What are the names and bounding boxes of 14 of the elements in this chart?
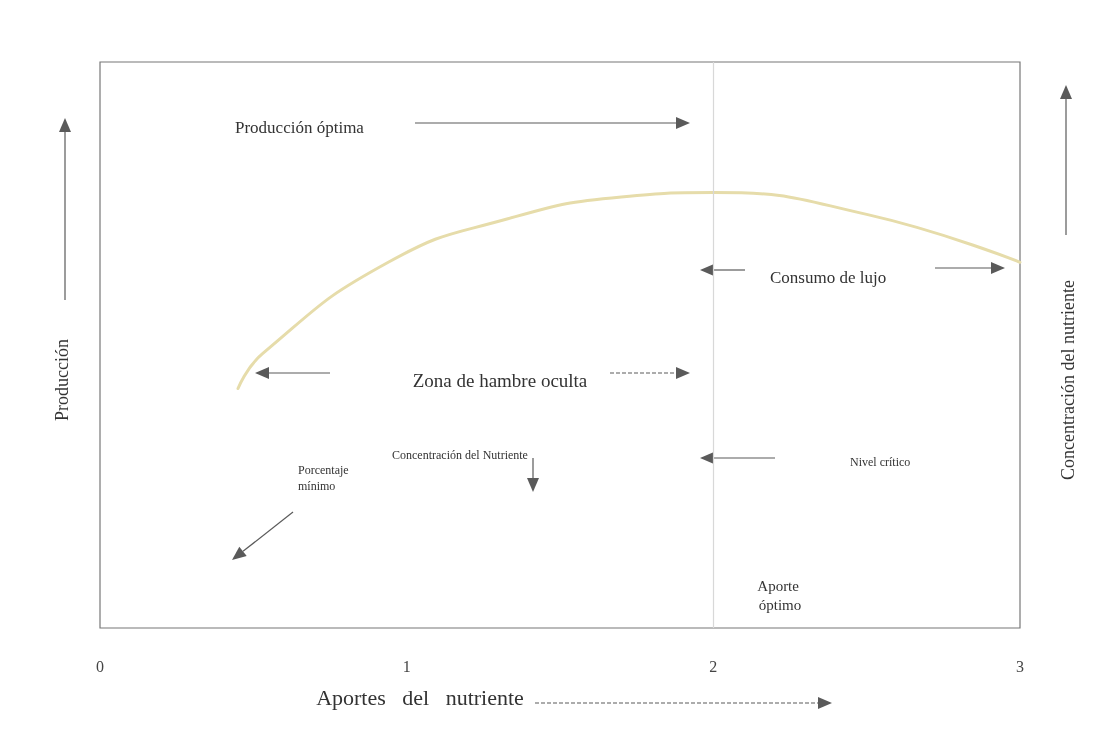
- annotation: Nivel crítico: [850, 455, 911, 469]
- y2-axis-title: Concentración del nutriente: [1058, 280, 1078, 480]
- annotation: Consumo de lujo: [770, 267, 887, 287]
- text: Producción óptima: [235, 117, 365, 137]
- annotation: Zona de hambre oculta: [412, 369, 588, 391]
- x-tick-label: 3: [1016, 657, 1024, 675]
- x-axis-title: Aportes del nutriente: [316, 684, 524, 710]
- annotation: Concentración del Nutriente: [392, 448, 528, 462]
- x-tick-label: 1: [402, 657, 411, 675]
- annotation: Aporte óptimo: [757, 577, 803, 613]
- annotation: Porcentaje mínimo: [298, 463, 352, 493]
- x-tick-label: 2: [709, 657, 718, 675]
- x-tick-label: 0: [96, 657, 104, 675]
- y-axis-title: Producción: [52, 339, 72, 421]
